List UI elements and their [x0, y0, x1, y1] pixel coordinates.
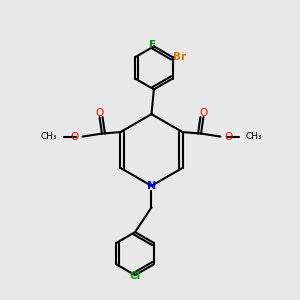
Text: O: O: [95, 108, 104, 118]
Text: O: O: [199, 108, 208, 118]
Text: N: N: [147, 181, 156, 191]
Text: CH₃: CH₃: [41, 132, 58, 141]
Text: O: O: [71, 132, 79, 142]
Text: Cl: Cl: [129, 271, 141, 281]
Text: O: O: [224, 132, 232, 142]
Text: F: F: [149, 40, 156, 50]
Text: CH₃: CH₃: [245, 132, 262, 141]
Text: Br: Br: [172, 52, 186, 62]
